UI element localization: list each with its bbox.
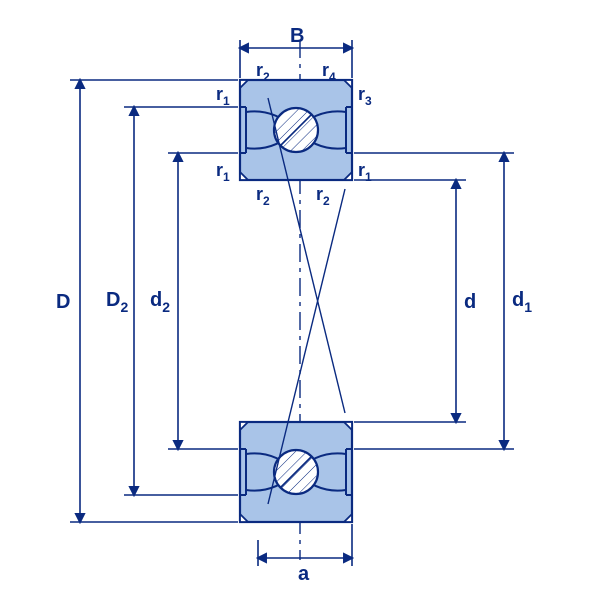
- dimension-a: a: [258, 524, 352, 585]
- dimension-d: d: [354, 180, 476, 422]
- bearing-cross-section-diagram: B D D2 d2 d d1 a: [0, 0, 600, 600]
- svg-text:r1: r1: [216, 160, 230, 184]
- svg-text:d: d: [464, 291, 476, 313]
- svg-text:d2: d2: [150, 289, 170, 315]
- svg-text:r2: r2: [256, 184, 270, 208]
- svg-text:d1: d1: [512, 289, 532, 315]
- svg-text:a: a: [298, 563, 310, 585]
- dimension-d1: d1: [354, 153, 532, 449]
- svg-text:B: B: [290, 25, 304, 47]
- svg-text:r3: r3: [358, 84, 372, 108]
- svg-text:r1: r1: [216, 84, 230, 108]
- svg-text:r2: r2: [316, 184, 330, 208]
- lower-bearing-section: [240, 422, 352, 522]
- svg-text:D2: D2: [106, 289, 128, 315]
- upper-bearing-section: [240, 80, 352, 180]
- svg-text:D: D: [56, 291, 70, 313]
- dimension-d2: d2: [150, 153, 238, 449]
- dimension-D: D: [56, 80, 238, 522]
